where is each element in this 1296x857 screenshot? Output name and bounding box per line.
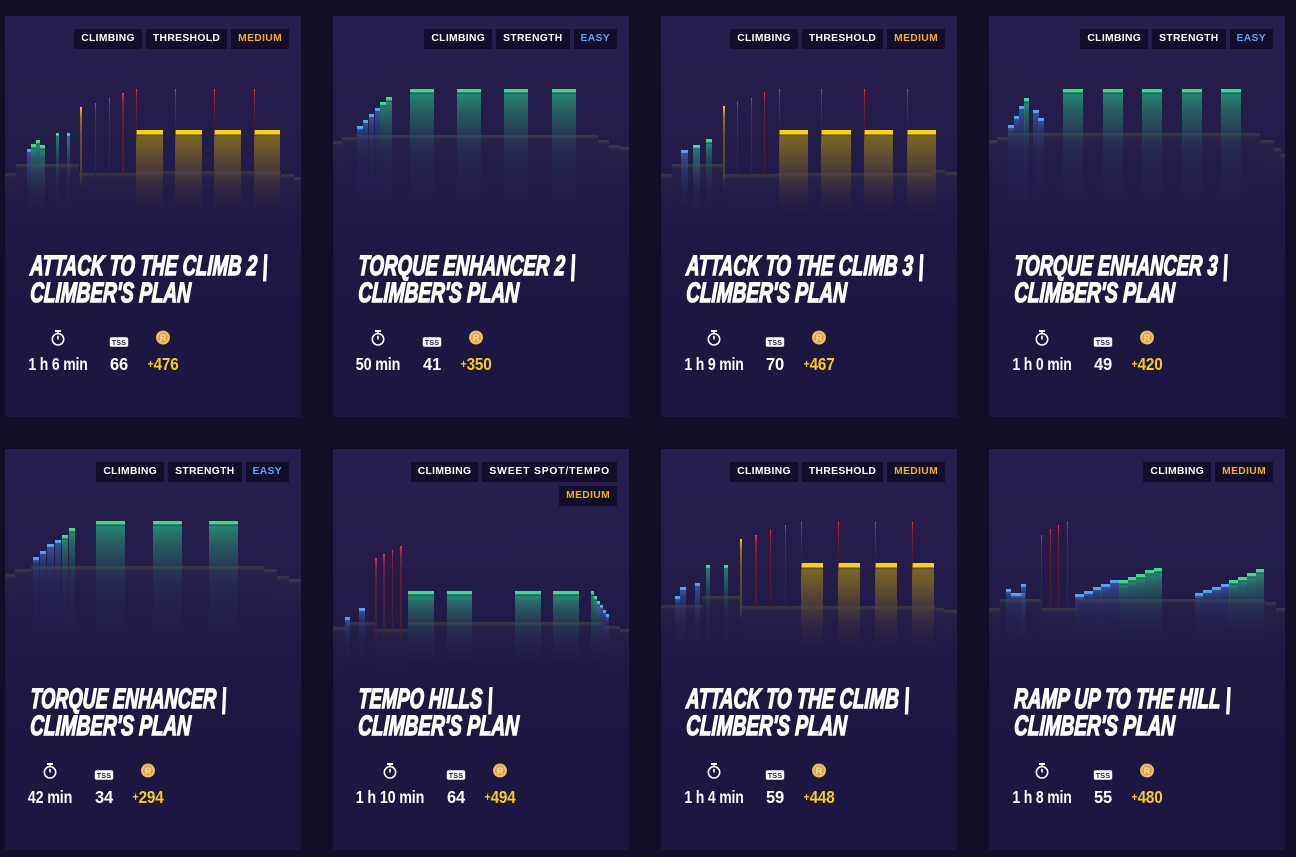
svg-text:TSS: TSS	[1096, 337, 1111, 346]
svg-text:R: R	[815, 333, 822, 343]
svg-text:TSS: TSS	[449, 770, 464, 779]
svg-text:TSS: TSS	[768, 770, 783, 779]
svg-text:R: R	[815, 766, 822, 776]
svg-text:TSS: TSS	[97, 770, 112, 779]
svg-text:R: R	[1143, 333, 1150, 343]
svg-text:TSS: TSS	[768, 337, 783, 346]
svg-text:TSS: TSS	[425, 337, 440, 346]
svg-text:R: R	[497, 766, 504, 776]
svg-text:R: R	[159, 333, 166, 343]
svg-text:TSS: TSS	[1096, 770, 1111, 779]
svg-text:R: R	[1143, 766, 1150, 776]
svg-text:R: R	[145, 766, 152, 776]
svg-text:TSS: TSS	[112, 337, 127, 346]
svg-text:R: R	[473, 333, 480, 343]
